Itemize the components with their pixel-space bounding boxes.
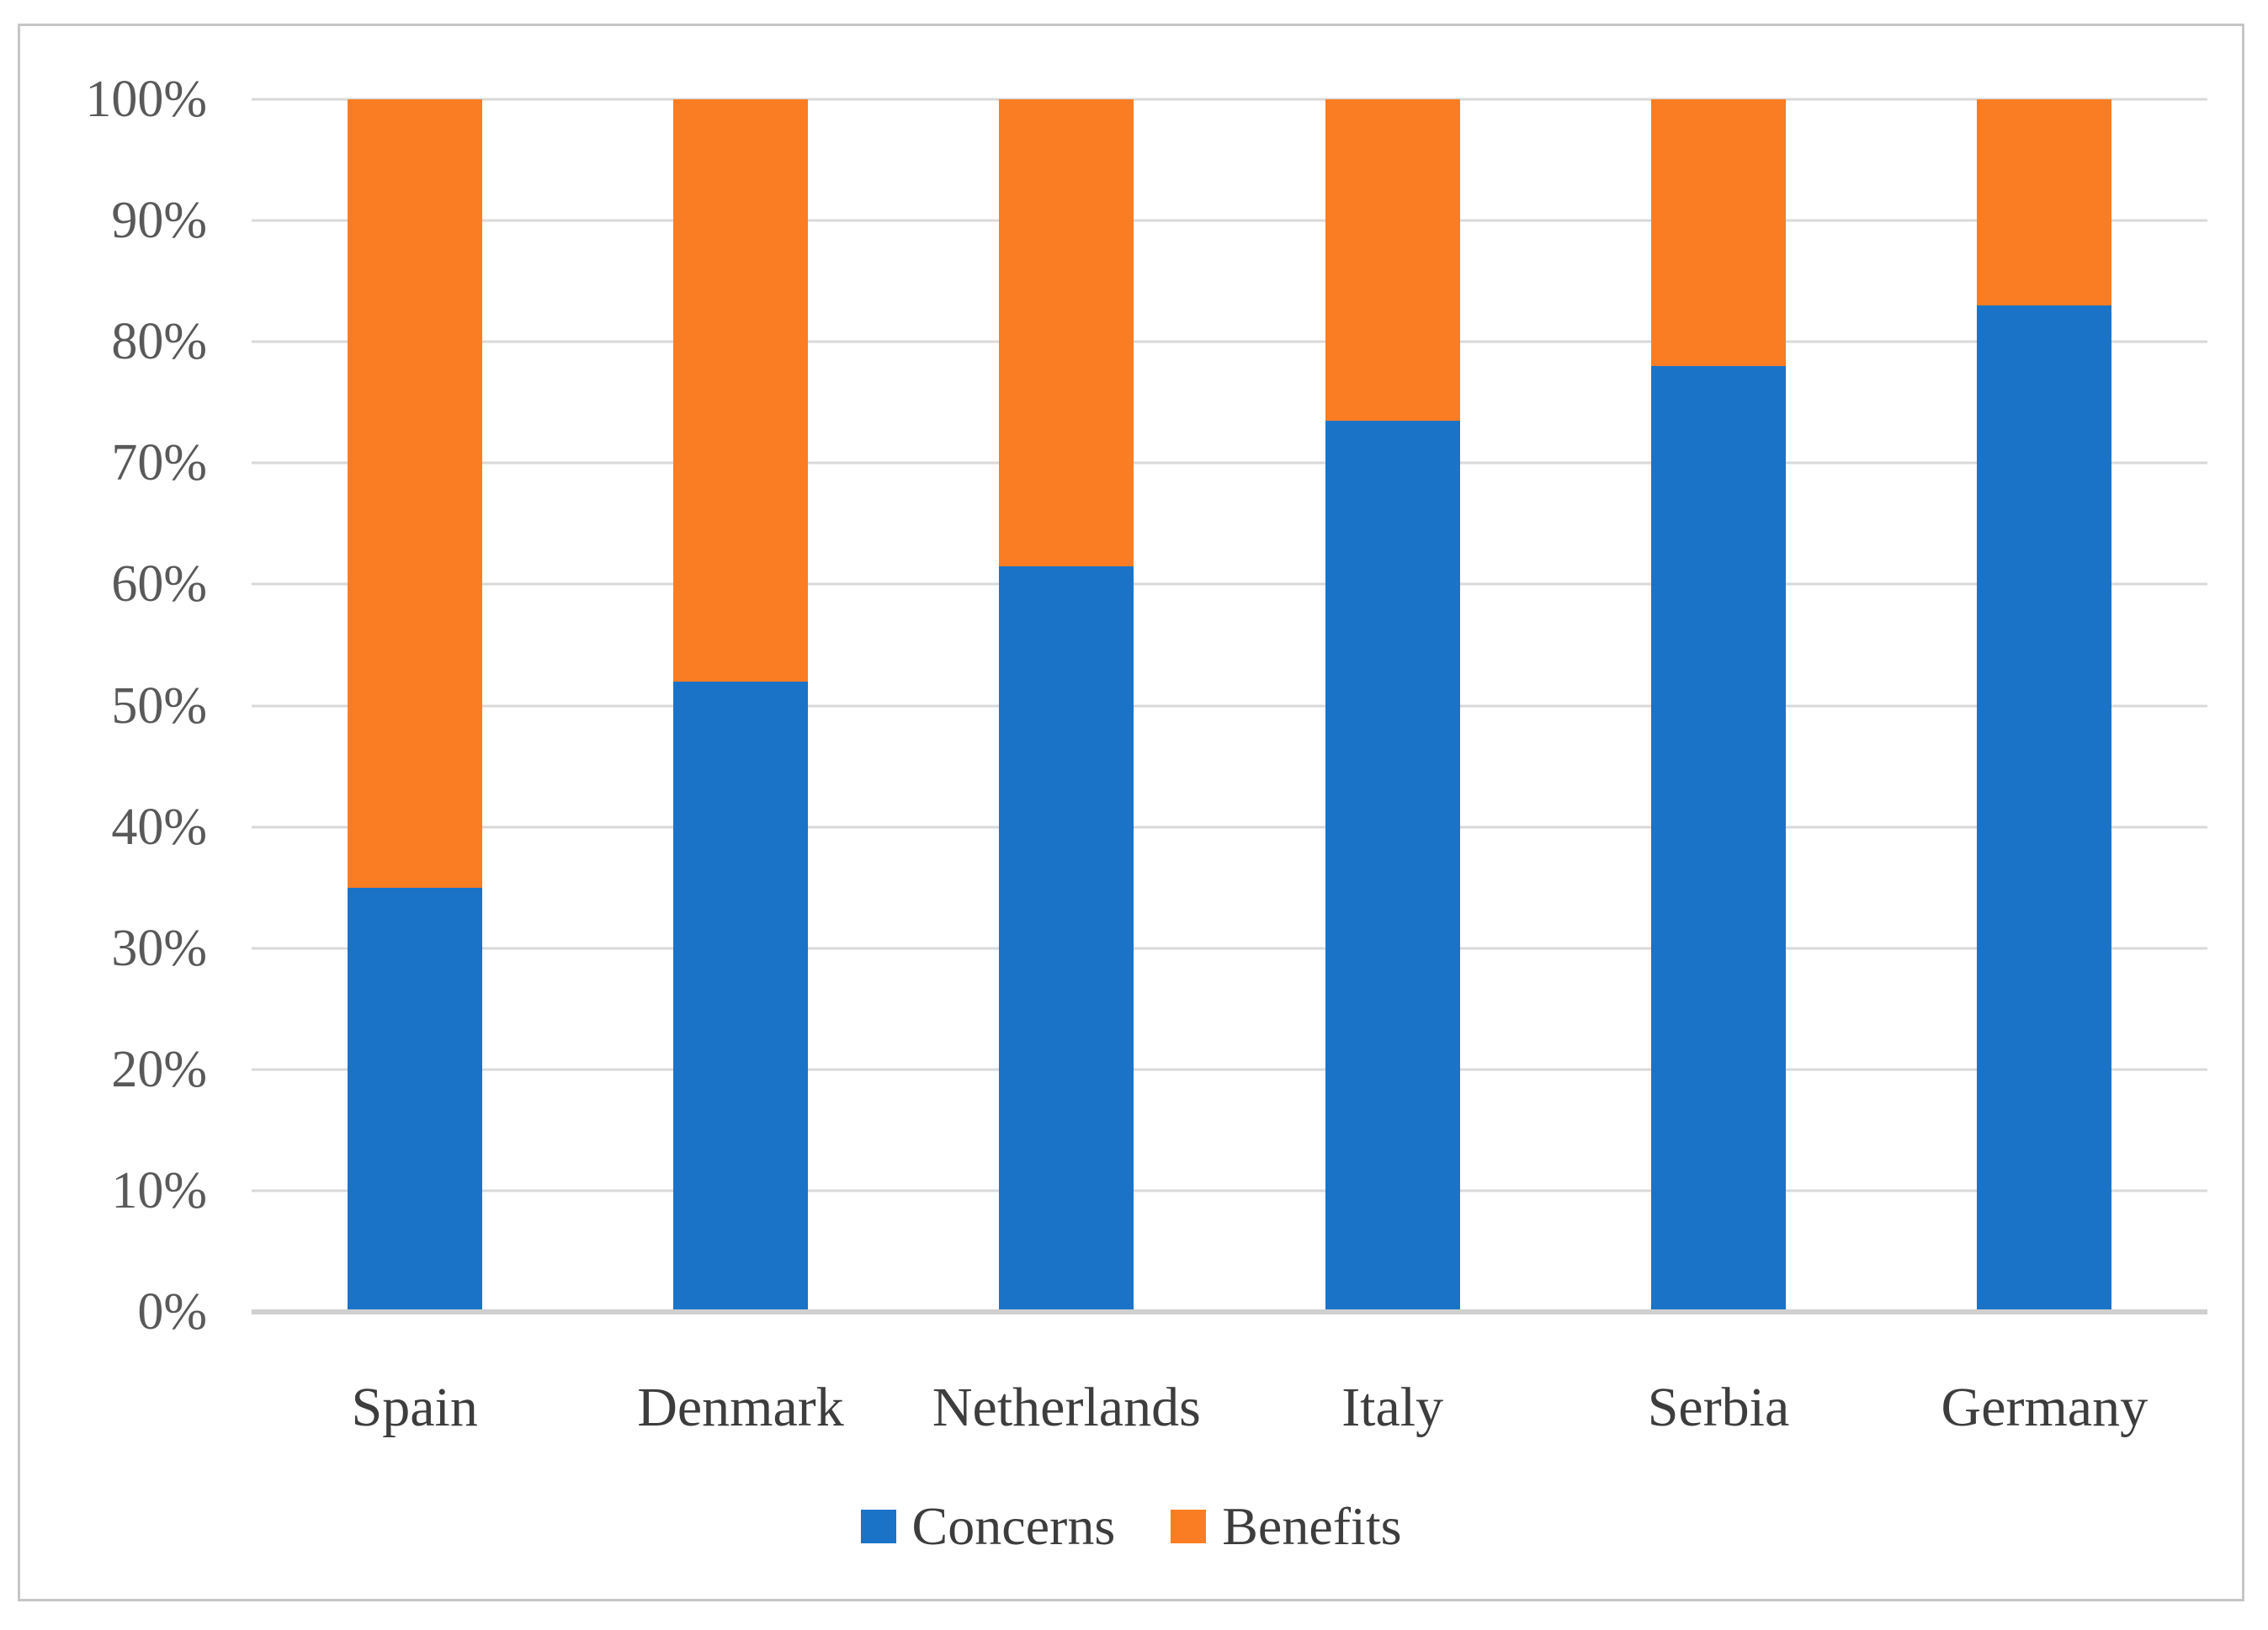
bar-netherlands bbox=[999, 99, 1134, 1312]
bar-italy bbox=[1325, 99, 1460, 1312]
gridline-30 bbox=[252, 947, 2207, 950]
bar-segment-benefits-spain bbox=[347, 99, 482, 888]
gridline-20 bbox=[252, 1068, 2207, 1071]
y-tick-label-80: 80% bbox=[111, 313, 207, 371]
plot-area bbox=[252, 98, 2207, 1314]
legend-label-benefits: Benefits bbox=[1222, 1496, 1402, 1556]
category-label-serbia: Serbia bbox=[1647, 1377, 1790, 1438]
legend-swatch-concerns bbox=[860, 1510, 896, 1543]
bar-segment-concerns-serbia bbox=[1651, 366, 1786, 1312]
gridline-70 bbox=[252, 461, 2207, 465]
bar-segment-benefits-italy bbox=[1325, 99, 1460, 421]
gridline-100 bbox=[252, 98, 2207, 101]
y-tick-label-10: 10% bbox=[111, 1161, 207, 1219]
bar-segment-concerns-germany bbox=[1977, 305, 2112, 1312]
bar-denmark bbox=[673, 99, 808, 1312]
legend-label-concerns: Concerns bbox=[911, 1496, 1116, 1556]
category-label-italy: Italy bbox=[1341, 1377, 1444, 1438]
y-tick-label-40: 40% bbox=[111, 798, 207, 856]
y-tick-label-0: 0% bbox=[137, 1283, 207, 1341]
gridline-80 bbox=[252, 340, 2207, 343]
y-tick-label-50: 50% bbox=[111, 677, 207, 735]
y-tick-label-70: 70% bbox=[111, 434, 207, 492]
y-tick-label-100: 100% bbox=[85, 71, 207, 128]
category-label-netherlands: Netherlands bbox=[932, 1377, 1201, 1438]
bar-serbia bbox=[1651, 99, 1786, 1312]
x-axis-line bbox=[252, 1309, 2207, 1314]
legend-item-concerns: Concerns bbox=[860, 1495, 1116, 1558]
category-label-denmark: Denmark bbox=[637, 1377, 844, 1438]
gridline-40 bbox=[252, 826, 2207, 829]
x-axis: Spain Denmark Netherlands Italy Serbia German… bbox=[252, 1366, 2207, 1450]
bar-segment-concerns-denmark bbox=[673, 681, 808, 1312]
bar-germany bbox=[1977, 99, 2112, 1312]
category-label-spain: Spain bbox=[351, 1377, 478, 1438]
category-label-germany: Germany bbox=[1941, 1377, 2148, 1438]
gridline-90 bbox=[252, 219, 2207, 222]
y-tick-label-30: 30% bbox=[111, 919, 207, 977]
bar-segment-benefits-denmark bbox=[673, 99, 808, 682]
gridline-60 bbox=[252, 582, 2207, 586]
bar-segment-benefits-serbia bbox=[1651, 99, 1786, 367]
bar-segment-concerns-spain bbox=[347, 887, 482, 1312]
y-axis: 0% 10% 20% 30% 40% 50% 60% 70% 80% 90% 100% bbox=[20, 71, 207, 1341]
bar-segment-benefits-netherlands bbox=[999, 99, 1134, 566]
y-tick-label-60: 60% bbox=[111, 555, 207, 613]
y-tick-label-90: 90% bbox=[111, 192, 207, 250]
legend-item-benefits: Benefits bbox=[1171, 1495, 1402, 1558]
bar-segment-concerns-italy bbox=[1325, 420, 1460, 1312]
y-tick-label-20: 20% bbox=[111, 1040, 207, 1098]
bar-spain bbox=[347, 99, 482, 1312]
legend: Concerns Benefits bbox=[20, 1495, 2242, 1558]
legend-swatch-benefits bbox=[1171, 1510, 1207, 1543]
gridline-50 bbox=[252, 704, 2207, 707]
gridline-10 bbox=[252, 1189, 2207, 1192]
bar-segment-concerns-netherlands bbox=[999, 565, 1134, 1312]
bar-segment-benefits-germany bbox=[1977, 99, 2112, 305]
chart-frame: 0% 10% 20% 30% 40% 50% 60% 70% 80% 90% 100% Spain D… bbox=[18, 24, 2244, 1601]
